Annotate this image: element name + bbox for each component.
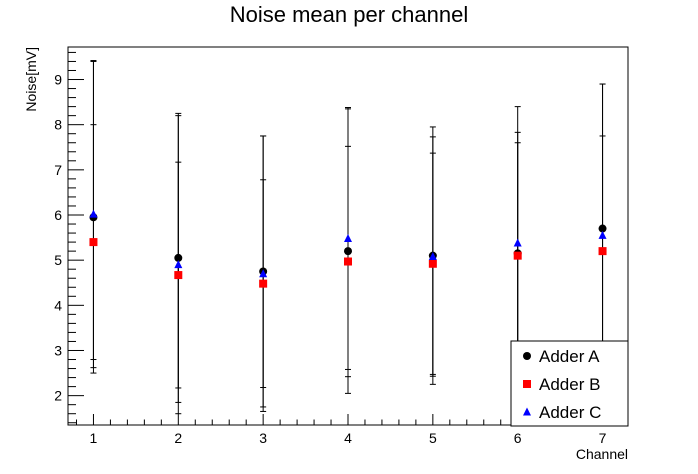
triangle-point <box>344 233 352 242</box>
legend-marker <box>523 407 531 416</box>
x-axis-label: Channel <box>576 446 628 462</box>
data-points <box>89 209 607 288</box>
y-tick-label: 7 <box>54 162 62 178</box>
legend: Adder A Adder B Adder C <box>510 340 629 427</box>
x-tick-label: 7 <box>599 430 607 446</box>
triangle-point <box>598 230 607 239</box>
circle-point <box>598 224 607 233</box>
triangle-point <box>428 252 437 261</box>
y-tick-label: 9 <box>54 72 62 88</box>
y-tick-label: 3 <box>54 342 62 358</box>
x-tick-label: 5 <box>429 430 437 446</box>
triangle-point <box>259 269 268 278</box>
square-point <box>344 257 352 266</box>
y-axis-label: Noise[mV] <box>23 47 39 112</box>
axis-ticks: 1 2 3 4 5 6 7 2 3 4 5 6 7 8 9 <box>54 51 621 446</box>
x-tick-label: 6 <box>514 430 522 446</box>
x-tick-label: 4 <box>344 430 352 446</box>
square-point <box>89 238 98 247</box>
legend-label: Adder A <box>539 347 600 366</box>
legend-marker <box>523 380 531 388</box>
triangle-point <box>89 209 98 218</box>
y-tick-label: 6 <box>54 207 62 223</box>
square-point <box>513 251 522 260</box>
square-point <box>598 247 607 256</box>
legend-label: Adder C <box>539 403 601 422</box>
square-point <box>174 271 183 280</box>
y-tick-label: 5 <box>54 252 62 268</box>
y-tick-label: 2 <box>54 388 62 404</box>
legend-marker <box>523 352 531 360</box>
square-point <box>428 259 437 268</box>
triangle-point <box>174 260 183 269</box>
circle-point <box>174 253 183 262</box>
y-tick-label: 4 <box>54 297 62 313</box>
y-tick-label: 8 <box>54 117 62 133</box>
circle-point <box>344 247 352 256</box>
legend-label: Adder B <box>539 375 600 394</box>
chart-title: Noise mean per channel <box>230 2 468 27</box>
x-tick-label: 3 <box>259 430 267 446</box>
triangle-point <box>513 238 522 247</box>
plot-frame <box>67 46 629 426</box>
x-tick-label: 1 <box>90 430 98 446</box>
x-tick-label: 2 <box>174 430 182 446</box>
square-point <box>259 279 268 288</box>
